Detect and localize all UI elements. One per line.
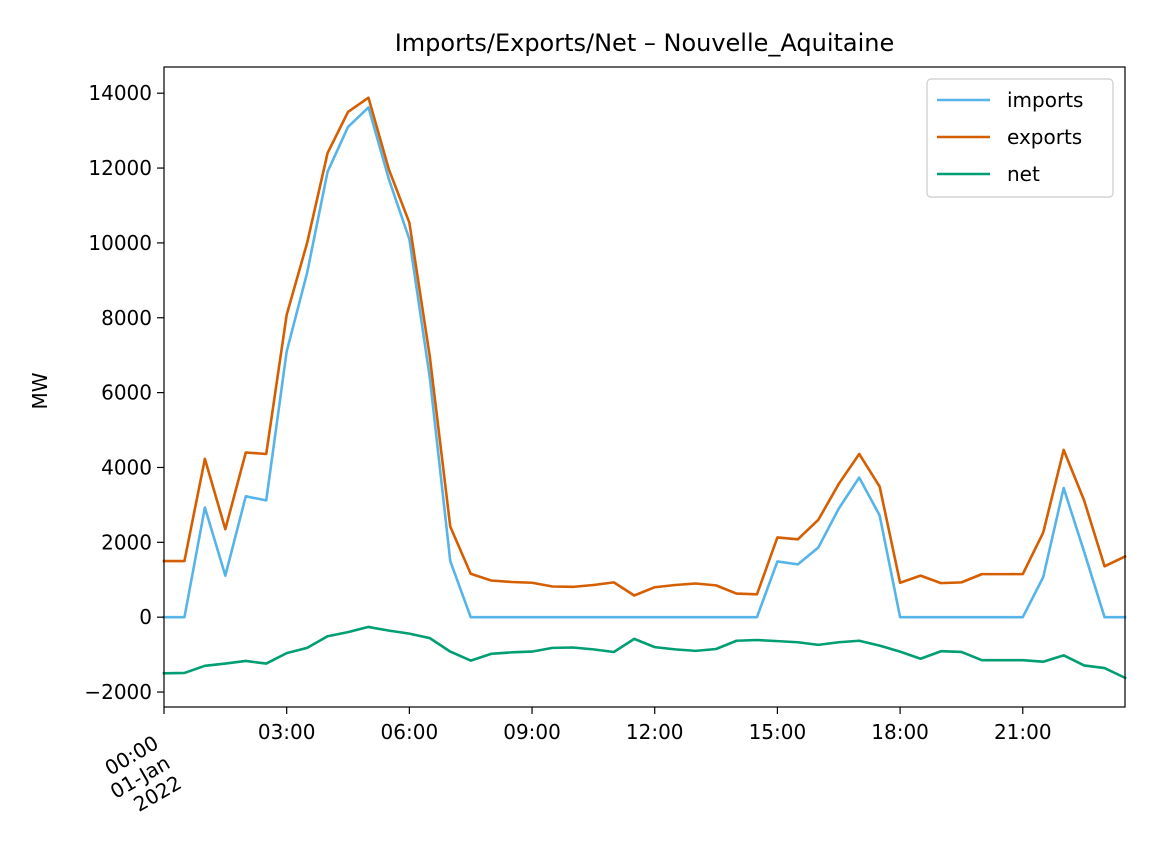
y-tick-label: 4000 [101,455,152,479]
legend: imports exports net [926,78,1114,198]
legend-label-net: net [1007,162,1040,186]
chart-title: Imports/Exports/Net – Nouvelle_Aquitaine [395,29,895,57]
y-tick-label: −2000 [84,680,152,704]
y-tick-label: 0 [139,605,152,629]
x-tick-label: 06:00 [381,720,439,744]
series-line-imports [162,106,1127,619]
plot-frame [163,66,1126,708]
legend-label-imports: imports [1007,88,1083,112]
legend-label-exports: exports [1007,125,1082,149]
y-axis-label: MW [28,372,52,409]
x-tick-label: 03:00 [258,720,316,744]
y-tick-label: 2000 [101,530,152,554]
y-tick-label: 10000 [88,231,152,255]
x-tick-label: 18:00 [871,720,929,744]
x-tick-label: 12:00 [626,720,684,744]
x-tick-label: 15:00 [749,720,807,744]
x-tick-label: 09:00 [503,720,561,744]
x-tick-label: 21:00 [994,720,1052,744]
y-tick-label: 14000 [88,81,152,105]
series-line-exports [162,96,1127,597]
series-line-net [162,625,1127,680]
y-tick-label: 8000 [101,306,152,330]
y-tick-label: 6000 [101,381,152,405]
legend-box [926,78,1114,198]
y-tick-label: 12000 [88,156,152,180]
plot-area [162,96,1127,680]
